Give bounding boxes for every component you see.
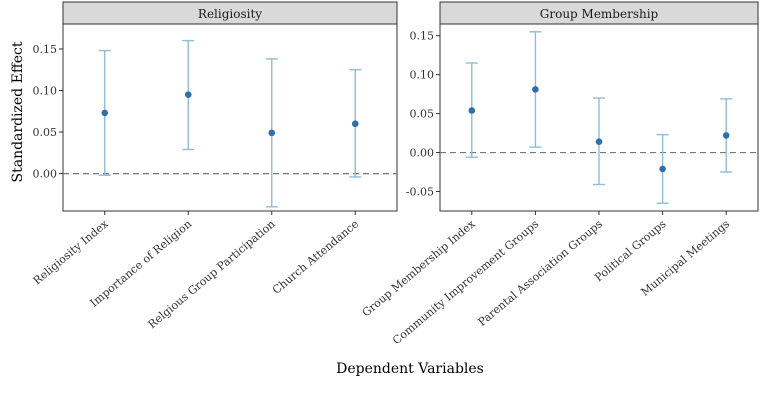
x-tick-label: Parental Association Groups (476, 217, 606, 329)
data-point (184, 91, 192, 98)
y-tick-label: 0.00 (33, 168, 58, 181)
data-point (101, 109, 109, 117)
x-axis-title: Dependent Variables (336, 361, 484, 377)
y-tick-label: 0.10 (33, 84, 58, 97)
x-tick-label: Religiosity Index (31, 217, 112, 288)
data-point (659, 165, 666, 173)
data-point (595, 138, 603, 145)
y-tick-label: 0.00 (410, 147, 435, 160)
y-tick-label: 0.15 (410, 30, 435, 43)
y-axis-title: Standardized Effect (10, 41, 26, 182)
data-point (722, 132, 730, 139)
panel-title: Group Membership (540, 7, 659, 21)
x-tick-label: Group Membership Index (360, 217, 479, 320)
y-tick-label: 0.15 (33, 43, 58, 56)
y-tick-label: 0.05 (33, 126, 58, 139)
x-tick-label: Church Attendance (270, 217, 361, 296)
y-tick-label: -0.05 (406, 186, 434, 199)
panel-title: Religiosity (198, 7, 262, 21)
data-point (268, 129, 276, 137)
data-point (468, 107, 476, 114)
y-tick-label: 0.10 (410, 69, 435, 82)
panel-area-0 (62, 23, 398, 212)
data-point (532, 86, 539, 93)
data-point (351, 120, 359, 128)
y-tick-label: 0.05 (410, 108, 435, 121)
